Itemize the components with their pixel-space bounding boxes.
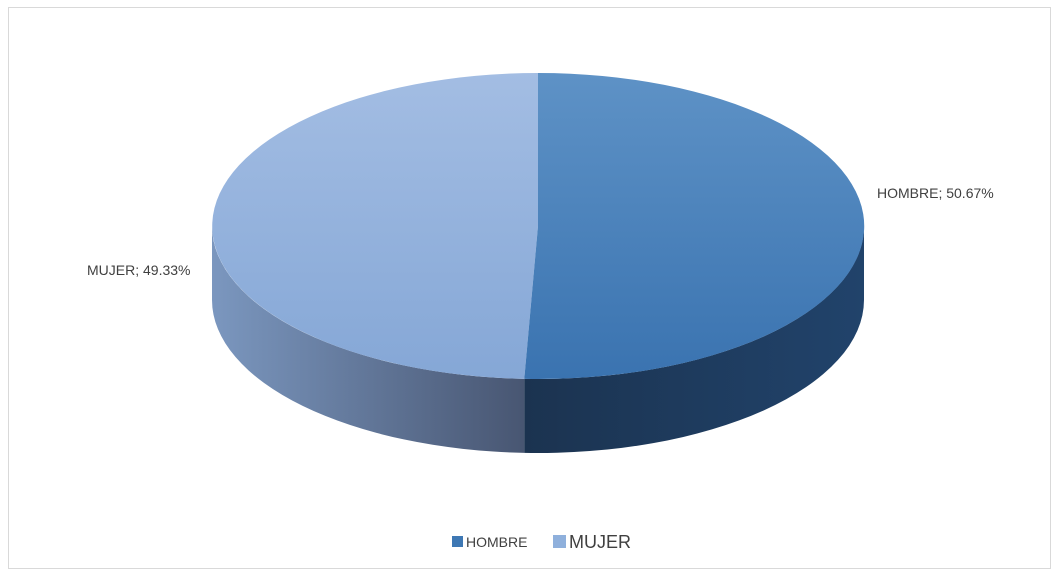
legend-label-mujer: MUJER — [569, 532, 631, 552]
pie-tops — [212, 72, 865, 379]
legend-swatch-hombre — [452, 536, 463, 547]
slice-side-mujer — [212, 226, 525, 453]
pie-sides — [212, 226, 864, 453]
legend: HOMBRE MUJER — [452, 532, 631, 552]
slice-mujer — [212, 73, 538, 379]
data-label-hombre: HOMBRE; 50.67% — [877, 185, 994, 201]
slice-side-hombre — [524, 226, 864, 453]
legend-swatch-mujer — [553, 535, 566, 548]
slice-hombre — [524, 72, 865, 379]
data-label-mujer: MUJER; 49.33% — [87, 262, 190, 278]
legend-label-hombre: HOMBRE — [466, 534, 527, 550]
